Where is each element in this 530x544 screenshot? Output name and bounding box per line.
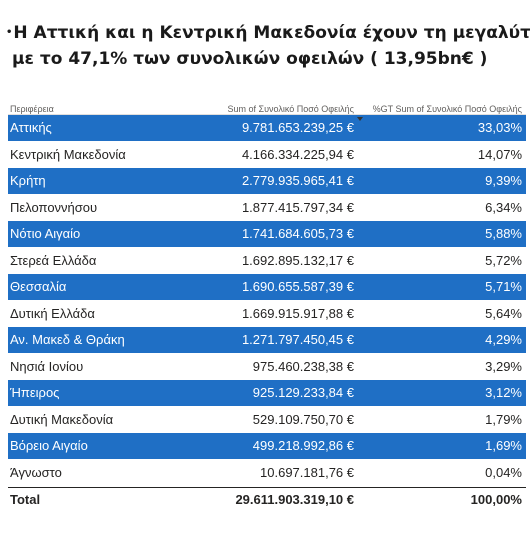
region-cell: Κρήτη xyxy=(10,173,46,189)
table-row[interactable]: Άγνωστο 10.697.181,76 € 0,04% xyxy=(8,460,526,486)
column-header-percent-label: %GT Sum of Συνολικό Ποσό Οφειλής xyxy=(372,104,522,114)
table-row[interactable]: Νησιά Ιονίου 975.460.238,38 € 3,29% xyxy=(8,354,526,380)
amount-cell: 925.129.233,84 € xyxy=(252,385,354,401)
debt-table: Περιφέρεια Sum of Συνολικό Ποσό Οφειλής … xyxy=(8,94,526,510)
region-cell: Ήπειρος xyxy=(10,385,60,401)
percent-cell: 5,71% xyxy=(485,279,522,295)
percent-cell: 1,69% xyxy=(485,438,522,454)
column-header-amount[interactable]: Sum of Συνολικό Ποσό Οφειλής xyxy=(227,104,354,114)
region-cell: Βόρειο Αιγαίο xyxy=(10,438,88,454)
amount-cell: 1.877.415.797,34 € xyxy=(241,199,354,215)
percent-cell: 1,79% xyxy=(485,411,522,427)
region-cell: Δυτική Μακεδονία xyxy=(10,411,114,427)
region-cell: Νότιο Αιγαίο xyxy=(10,226,81,242)
percent-cell: 0,04% xyxy=(485,464,522,480)
table-row[interactable]: Βόρειο Αιγαίο 499.218.992,86 € 1,69% xyxy=(8,433,526,460)
amount-cell: 4.166.334.225,94 € xyxy=(241,146,354,162)
headline: •Η Αττική και η Κεντρική Μακεδονία έχουν… xyxy=(6,20,530,72)
table-row[interactable]: Νότιο Αιγαίο 1.741.684.605,73 € 5,88% xyxy=(8,221,526,248)
amount-cell: 1.271.797.450,45 € xyxy=(241,332,354,348)
total-percent: 100,00% xyxy=(470,491,522,507)
table-row[interactable]: Κρήτη 2.779.935.965,41 € 9,39% xyxy=(8,168,526,195)
table-row[interactable]: Δυτική Ελλάδα 1.669.915.917,88 € 5,64% xyxy=(8,301,526,327)
table-total-row: Total 29.611.903.319,10 € 100,00% xyxy=(8,487,526,510)
table-row[interactable]: Ήπειρος 925.129.233,84 € 3,12% xyxy=(8,380,526,407)
column-header-percent[interactable]: %GT Sum of Συνολικό Ποσό Οφειλής xyxy=(354,104,526,121)
percent-cell: 3,29% xyxy=(485,358,522,374)
percent-cell: 5,72% xyxy=(485,252,522,268)
amount-cell: 1.741.684.605,73 € xyxy=(241,226,354,242)
region-cell: Πελοποννήσου xyxy=(10,199,98,215)
headline-text-1: Η Αττική και η Κεντρική Μακεδονία έχουν … xyxy=(13,23,530,43)
region-cell: Άγνωστο xyxy=(10,464,62,480)
column-header-region[interactable]: Περιφέρεια xyxy=(10,104,54,114)
region-cell: Κεντρική Μακεδονία xyxy=(10,146,126,162)
amount-cell: 10.697.181,76 € xyxy=(260,464,354,480)
percent-cell: 4,29% xyxy=(485,332,522,348)
headline-line-1: •Η Αττική και η Κεντρική Μακεδονία έχουν… xyxy=(6,20,530,46)
table-row[interactable]: Στερεά Ελλάδα 1.692.895.132,17 € 5,72% xyxy=(8,248,526,274)
percent-cell: 6,34% xyxy=(485,199,522,215)
table-row[interactable]: Πελοποννήσου 1.877.415.797,34 € 6,34% xyxy=(8,195,526,221)
total-label: Total xyxy=(10,491,41,507)
total-amount: 29.611.903.319,10 € xyxy=(235,491,354,507)
amount-cell: 2.779.935.965,41 € xyxy=(241,173,354,189)
table-row[interactable]: Θεσσαλία 1.690.655.587,39 € 5,71% xyxy=(8,274,526,301)
percent-cell: 5,64% xyxy=(485,305,522,321)
amount-cell: 9.781.653.239,25 € xyxy=(241,120,354,136)
amount-cell: 1.669.915.917,88 € xyxy=(241,305,354,321)
percent-cell: 33,03% xyxy=(477,120,522,136)
region-cell: Αν. Μακεδ & Θράκη xyxy=(10,332,125,348)
region-cell: Θεσσαλία xyxy=(10,279,67,295)
headline-line-2: με το 47,1% των συνολικών οφειλών ( 13,9… xyxy=(12,49,488,69)
amount-cell: 529.109.750,70 € xyxy=(252,411,354,427)
percent-cell: 9,39% xyxy=(485,173,522,189)
region-cell: Αττικής xyxy=(10,120,52,136)
table-row[interactable]: Κεντρική Μακεδονία 4.166.334.225,94 € 14,0… xyxy=(8,142,526,168)
table-row[interactable]: Αττικής 9.781.653.239,25 € 33,03% xyxy=(8,115,526,142)
region-cell: Δυτική Ελλάδα xyxy=(10,305,95,321)
region-cell: Νησιά Ιονίου xyxy=(10,358,84,374)
percent-cell: 14,07% xyxy=(477,146,522,162)
table-header: Περιφέρεια Sum of Συνολικό Ποσό Οφειλής … xyxy=(8,94,526,121)
table-row[interactable]: Δυτική Μακεδονία 529.109.750,70 € 1,79% xyxy=(8,407,526,433)
percent-cell: 5,88% xyxy=(485,226,522,242)
table-body: Αττικής 9.781.653.239,25 € 33,03% Κεντρική … xyxy=(8,115,526,486)
amount-cell: 975.460.238,38 € xyxy=(252,358,354,374)
bullet-icon: • xyxy=(6,27,13,38)
table-row[interactable]: Αν. Μακεδ & Θράκη 1.271.797.450,45 € 4,29% xyxy=(8,327,526,354)
percent-cell: 3,12% xyxy=(485,385,522,401)
amount-cell: 1.692.895.132,17 € xyxy=(241,252,354,268)
amount-cell: 499.218.992,86 € xyxy=(252,438,354,454)
amount-cell: 1.690.655.587,39 € xyxy=(241,279,354,295)
region-cell: Στερεά Ελλάδα xyxy=(10,252,97,268)
sort-descending-icon[interactable] xyxy=(357,117,363,121)
